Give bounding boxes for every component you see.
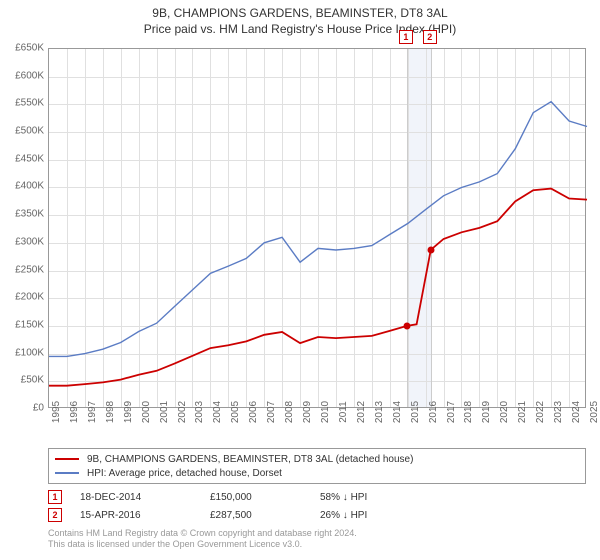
y-tick-label: £450K [4, 153, 44, 164]
series-property [49, 189, 587, 386]
y-tick-label: £50K [4, 375, 44, 386]
x-tick-label: 2006 [248, 401, 259, 423]
y-tick-label: £550K [4, 98, 44, 109]
x-tick-label: 2014 [392, 401, 403, 423]
x-tick-label: 1998 [105, 401, 116, 423]
y-tick-label: £600K [4, 70, 44, 81]
x-tick-label: 1996 [69, 401, 80, 423]
x-tick-label: 2007 [266, 401, 277, 423]
x-tick-label: 2018 [463, 401, 474, 423]
x-tick-label: 2010 [320, 401, 331, 423]
legend-item: HPI: Average price, detached house, Dors… [55, 466, 579, 480]
y-tick-label: £150K [4, 319, 44, 330]
x-tick-label: 2011 [338, 401, 349, 423]
sale-price: £150,000 [210, 492, 320, 503]
chart-marker-label: 2 [423, 30, 437, 44]
x-tick-label: 2019 [481, 401, 492, 423]
x-tick-label: 1995 [51, 401, 62, 423]
sale-row: 1 18-DEC-2014 £150,000 58% ↓ HPI [48, 488, 430, 506]
x-tick-label: 2001 [159, 401, 170, 423]
sale-point [403, 322, 410, 329]
x-tick-label: 1997 [87, 401, 98, 423]
sale-price: £287,500 [210, 510, 320, 521]
x-tick-label: 2005 [230, 401, 241, 423]
footer-line: Contains HM Land Registry data © Crown c… [48, 528, 357, 539]
sale-marker: 2 [48, 508, 62, 522]
sale-delta: 26% ↓ HPI [320, 510, 430, 521]
sale-date: 15-APR-2016 [80, 510, 210, 521]
sale-marker: 1 [48, 490, 62, 504]
x-tick-label: 2009 [302, 401, 313, 423]
chart-lines [49, 49, 585, 407]
x-tick-label: 2004 [212, 401, 223, 423]
legend-swatch [55, 472, 79, 474]
x-tick-label: 2012 [356, 401, 367, 423]
x-tick-label: 2017 [446, 401, 457, 423]
sale-date: 18-DEC-2014 [80, 492, 210, 503]
chart-subtitle: Price paid vs. HM Land Registry's House … [0, 22, 600, 36]
x-tick-label: 2016 [428, 401, 439, 423]
y-tick-label: £250K [4, 264, 44, 275]
x-tick-label: 2000 [141, 401, 152, 423]
x-tick-label: 2023 [553, 401, 564, 423]
legend-item: 9B, CHAMPIONS GARDENS, BEAMINSTER, DT8 3… [55, 452, 579, 466]
x-tick-label: 2020 [499, 401, 510, 423]
chart-marker-label: 1 [399, 30, 413, 44]
series-hpi [49, 102, 587, 357]
x-tick-label: 2008 [284, 401, 295, 423]
legend-label: HPI: Average price, detached house, Dors… [87, 468, 282, 479]
footer-line: This data is licensed under the Open Gov… [48, 539, 357, 550]
sales-table: 1 18-DEC-2014 £150,000 58% ↓ HPI 2 15-AP… [48, 488, 430, 524]
y-tick-label: £100K [4, 347, 44, 358]
x-tick-label: 2015 [410, 401, 421, 423]
title-block: 9B, CHAMPIONS GARDENS, BEAMINSTER, DT8 3… [0, 0, 600, 36]
sale-row: 2 15-APR-2016 £287,500 26% ↓ HPI [48, 506, 430, 524]
plot-area [48, 48, 586, 408]
chart-title: 9B, CHAMPIONS GARDENS, BEAMINSTER, DT8 3… [0, 6, 600, 20]
y-tick-label: £650K [4, 43, 44, 54]
x-tick-label: 1999 [123, 401, 134, 423]
x-tick-label: 2002 [177, 401, 188, 423]
x-tick-label: 2025 [589, 401, 600, 423]
y-tick-label: £350K [4, 209, 44, 220]
footer: Contains HM Land Registry data © Crown c… [48, 528, 357, 551]
y-tick-label: £300K [4, 236, 44, 247]
chart-container: 9B, CHAMPIONS GARDENS, BEAMINSTER, DT8 3… [0, 0, 600, 560]
y-tick-label: £500K [4, 126, 44, 137]
legend: 9B, CHAMPIONS GARDENS, BEAMINSTER, DT8 3… [48, 448, 586, 484]
sale-point [427, 246, 434, 253]
x-tick-label: 2022 [535, 401, 546, 423]
legend-swatch [55, 458, 79, 460]
y-tick-label: £400K [4, 181, 44, 192]
y-tick-label: £0 [4, 403, 44, 414]
x-tick-label: 2003 [194, 401, 205, 423]
legend-label: 9B, CHAMPIONS GARDENS, BEAMINSTER, DT8 3… [87, 454, 413, 465]
x-tick-label: 2013 [374, 401, 385, 423]
x-tick-label: 2024 [571, 401, 582, 423]
y-tick-label: £200K [4, 292, 44, 303]
x-tick-label: 2021 [517, 401, 528, 423]
sale-delta: 58% ↓ HPI [320, 492, 430, 503]
